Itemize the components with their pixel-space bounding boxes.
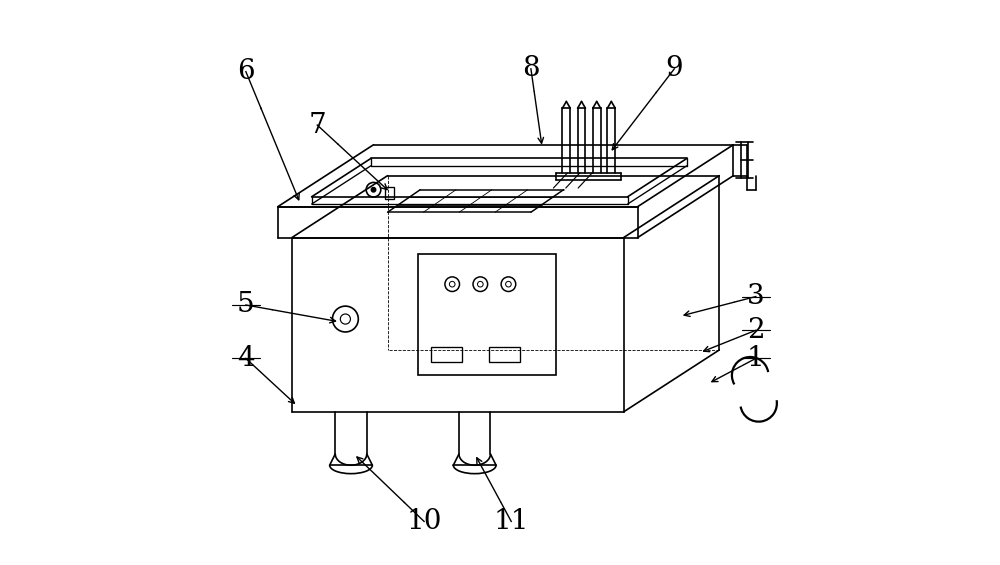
Text: 1: 1 bbox=[747, 345, 765, 372]
Circle shape bbox=[371, 188, 376, 192]
Bar bbox=[489, 346, 520, 362]
Text: 5: 5 bbox=[237, 292, 255, 319]
Text: 2: 2 bbox=[747, 317, 765, 344]
Text: 3: 3 bbox=[747, 283, 765, 310]
Text: 6: 6 bbox=[237, 58, 255, 85]
Text: 10: 10 bbox=[406, 508, 442, 535]
Text: 4: 4 bbox=[237, 345, 255, 372]
Bar bbox=[385, 187, 394, 199]
Bar bbox=[418, 254, 556, 375]
Text: 9: 9 bbox=[665, 55, 683, 82]
Bar bbox=[431, 346, 462, 362]
Text: 7: 7 bbox=[308, 111, 326, 138]
Text: 11: 11 bbox=[493, 508, 529, 535]
Text: 8: 8 bbox=[522, 55, 540, 82]
